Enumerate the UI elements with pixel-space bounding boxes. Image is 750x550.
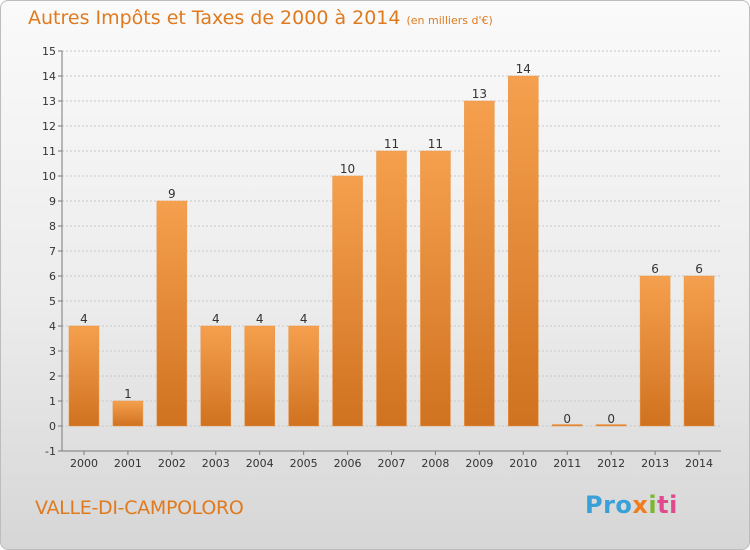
label-layer: 4 1 9 4 4 4 10 11 11 13 14 0 0 6 6: [80, 62, 703, 426]
bar-2014: [683, 275, 715, 427]
bar-2006: [332, 175, 363, 427]
data-label-2007: 11: [384, 137, 399, 151]
x-tick-label-2012: 2012: [597, 457, 625, 470]
brand-part-3: i: [648, 491, 658, 519]
x-tick-label-2000: 2000: [70, 457, 98, 470]
data-label-2001: 1: [124, 387, 132, 401]
bar-2008: [420, 150, 451, 427]
y-tick-label: 1: [49, 395, 56, 408]
y-tick-label: 2: [49, 370, 56, 383]
data-label-2012: 0: [607, 412, 615, 426]
data-label-2013: 6: [651, 262, 659, 276]
y-tick-label: -1: [45, 445, 56, 458]
x-tick-label-2001: 2001: [114, 457, 142, 470]
data-label-2009: 13: [472, 87, 487, 101]
x-tick-label-2005: 2005: [290, 457, 318, 470]
chart-title-main: Autres Impôts et Taxes de 2000 à 2014: [28, 7, 401, 29]
bar-2003: [200, 325, 232, 427]
brand-part-1: Pro: [585, 491, 633, 519]
bar-2010: [508, 75, 539, 427]
data-label-2000: 4: [80, 312, 88, 326]
bar-2007: [376, 150, 407, 427]
brand-part-4: ti: [657, 491, 678, 519]
y-tick-label: 10: [42, 170, 56, 183]
data-label-2011: 0: [563, 412, 571, 426]
x-tick-label-2006: 2006: [334, 457, 362, 470]
y-tick-label: 3: [49, 345, 56, 358]
x-tick-label-2004: 2004: [246, 457, 274, 470]
location-label: VALLE-DI-CAMPOLORO: [35, 497, 244, 519]
bar-2000: [68, 325, 100, 427]
data-label-2003: 4: [212, 312, 220, 326]
chart-title: Autres Impôts et Taxes de 2000 à 2014 (en…: [28, 7, 493, 29]
bar-2009: [464, 100, 495, 427]
x-tick-label-2010: 2010: [509, 457, 537, 470]
y-tick-label: 15: [42, 45, 56, 58]
y-tick-label: 12: [42, 120, 56, 133]
x-tick-label-2009: 2009: [465, 457, 493, 470]
data-label-2002: 9: [168, 187, 176, 201]
x-tick-label-2013: 2013: [641, 457, 669, 470]
brand-part-2: x: [632, 491, 649, 519]
data-label-2006: 10: [340, 162, 355, 176]
y-tick-label: 13: [42, 95, 56, 108]
y-tick-label: 11: [42, 145, 56, 158]
brand-logo: Proxiti: [585, 491, 678, 519]
bar-2011: [551, 424, 583, 427]
y-tick-label: 6: [49, 270, 56, 283]
x-tick-label-2008: 2008: [421, 457, 449, 470]
y-tick-label: 7: [49, 245, 56, 258]
y-tick-label: 4: [49, 320, 56, 333]
data-label-2008: 11: [428, 137, 443, 151]
x-tick-label-2007: 2007: [378, 457, 406, 470]
y-tick-label: 9: [49, 195, 56, 208]
bar-layer: [68, 75, 715, 427]
y-tick-label: 5: [49, 295, 56, 308]
bar-2005: [288, 325, 319, 427]
chart-title-unit: (en milliers d'€): [406, 14, 493, 27]
y-tick-label: 14: [42, 70, 56, 83]
bar-2012: [595, 424, 627, 427]
data-label-2004: 4: [256, 312, 264, 326]
x-tick-label-2003: 2003: [202, 457, 230, 470]
data-label-2005: 4: [300, 312, 308, 326]
data-label-2010: 14: [516, 62, 531, 76]
x-tick-label-2002: 2002: [158, 457, 186, 470]
x-tick-label-2011: 2011: [553, 457, 581, 470]
bar-2002: [156, 200, 188, 427]
y-tick-label: 0: [49, 420, 56, 433]
x-tick-label-2014: 2014: [685, 457, 713, 470]
y-tick-label: 8: [49, 220, 56, 233]
bar-2001: [112, 400, 144, 427]
bar-2004: [244, 325, 275, 427]
bar-2013: [639, 275, 671, 427]
data-label-2014: 6: [695, 262, 703, 276]
